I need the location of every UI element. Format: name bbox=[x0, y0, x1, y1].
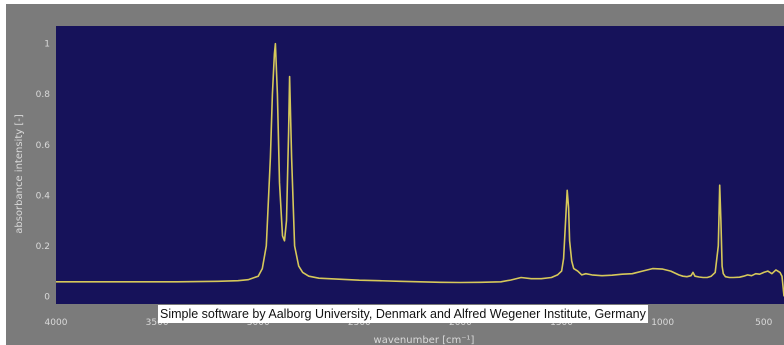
series-line-absorbance bbox=[56, 42, 784, 297]
x-tick-label: 1000 bbox=[651, 318, 674, 328]
software-credit-caption: Simple software by Aalborg University, D… bbox=[158, 305, 648, 323]
y-tick-label: 0.8 bbox=[36, 90, 51, 100]
plot-area bbox=[56, 26, 784, 304]
x-tick-label: 4000 bbox=[45, 318, 68, 328]
spectrum-chart: 0 0.2 0.4 0.6 0.8 1 4000 3500 3000 2500 2000 1500 10… bbox=[14, 26, 784, 345]
x-tick-label: 500 bbox=[755, 318, 772, 328]
chart-frame: 0 0.2 0.4 0.6 0.8 1 4000 3500 3000 2500 2000 1500 10… bbox=[6, 4, 784, 345]
x-tick-label: 3000 bbox=[247, 318, 270, 328]
y-tick-label: 1 bbox=[44, 40, 50, 50]
x-tick-label: 2000 bbox=[449, 318, 472, 328]
x-tick-label: 2500 bbox=[348, 318, 371, 328]
y-tick-label: 0.2 bbox=[36, 242, 50, 252]
x-axis-title: wavenumber [cm⁻¹] bbox=[374, 335, 475, 345]
tick-labels: 0 0.2 0.4 0.6 0.8 1 4000 3500 3000 2500 2000 1500 10… bbox=[36, 40, 773, 328]
y-axis-title: absorbance intensity [-] bbox=[14, 114, 25, 234]
y-tick-label: 0 bbox=[44, 292, 50, 302]
y-tick-label: 0.6 bbox=[36, 141, 51, 151]
x-tick-label: 1500 bbox=[550, 318, 573, 328]
x-tick-label: 3500 bbox=[146, 318, 169, 328]
y-tick-label: 0.4 bbox=[36, 191, 51, 201]
